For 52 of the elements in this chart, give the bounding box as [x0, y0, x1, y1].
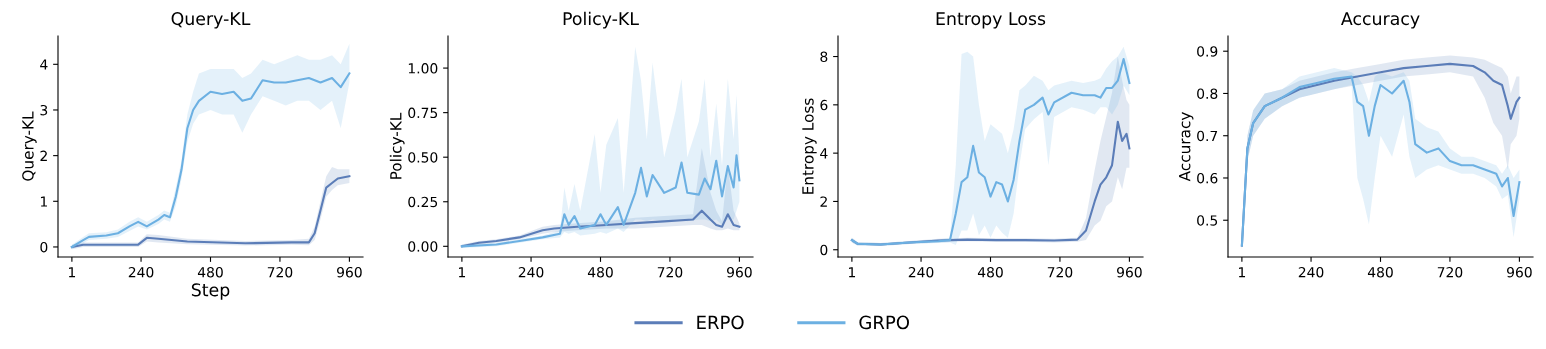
x-axis-title: Step — [191, 283, 230, 300]
chart-title: Accuracy — [1341, 12, 1420, 29]
y-tick-label: 0.75 — [408, 107, 438, 119]
y-tick-label: 0.9 — [1197, 46, 1218, 57]
y-tick-label: 4 — [820, 148, 828, 159]
y-tick-label: 0.6 — [1197, 172, 1218, 184]
x-tick-label: 720 — [1047, 266, 1073, 278]
y-tick-label: 0.7 — [1197, 130, 1218, 142]
x-tick-label: 960 — [1117, 266, 1142, 278]
line-series — [70, 72, 351, 248]
x-tick-label: 480 — [977, 266, 1003, 278]
y-axis-title: Policy-KL — [389, 112, 405, 179]
y-tick-label: 0 — [40, 241, 48, 253]
y-tick-label: 0.50 — [408, 152, 438, 163]
x-tick-label: 1 — [459, 267, 466, 278]
y-tick-label: 2 — [40, 150, 47, 161]
y-tick-label: 2 — [820, 196, 827, 207]
x-tick-label: 960 — [1507, 266, 1532, 278]
chart-title: Query-KL — [171, 12, 251, 29]
y-tick-label: 0.5 — [1197, 215, 1218, 226]
chart-title: Entropy Loss — [936, 12, 1046, 29]
y-tick-label: 0.00 — [408, 241, 438, 252]
y-tick-label: 8 — [820, 51, 828, 62]
x-tick-label: 720 — [1437, 266, 1463, 278]
legend-label: GRPO — [859, 315, 909, 330]
chart-title: Policy-KL — [563, 11, 639, 29]
y-axis-title: Accuracy — [1179, 112, 1194, 182]
x-tick-label: 480 — [587, 266, 613, 278]
x-tick-label: 1 — [849, 267, 856, 278]
legend-label: ERPO — [697, 315, 744, 330]
y-axis-title: Entropy Loss — [802, 98, 817, 194]
x-tick-label: 240 — [128, 266, 154, 278]
x-tick-label: 720 — [657, 266, 683, 278]
x-tick-label: 960 — [337, 266, 362, 278]
y-tick-label: 0 — [820, 244, 828, 256]
y-tick-label: 1.00 — [408, 63, 438, 74]
x-tick-label: 1 — [69, 267, 76, 278]
y-tick-label: 0.25 — [408, 196, 438, 208]
y-tick-label: 0.8 — [1197, 88, 1218, 99]
y-axis-title: Query-KL — [22, 111, 37, 181]
y-tick-label: 4 — [40, 59, 48, 70]
x-tick-label: 240 — [1298, 266, 1324, 278]
x-tick-label: 720 — [267, 266, 293, 278]
x-tick-label: 1 — [1239, 267, 1246, 278]
x-tick-label: 240 — [908, 266, 934, 278]
y-tick-label: 3 — [40, 104, 48, 116]
x-tick-label: 480 — [197, 266, 223, 278]
y-tick-label: 1 — [40, 196, 47, 207]
x-tick-label: 240 — [518, 266, 544, 278]
x-tick-label: 480 — [1367, 266, 1393, 278]
y-tick-label: 6 — [820, 99, 828, 111]
x-tick-label: 960 — [727, 266, 752, 278]
